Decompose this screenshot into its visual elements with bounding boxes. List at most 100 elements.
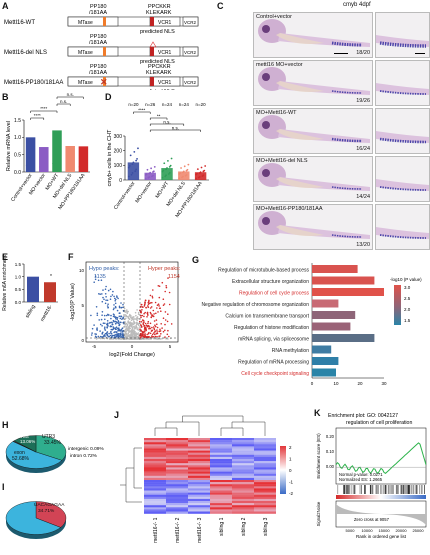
go-bar (312, 368, 336, 377)
volcano-point (102, 335, 104, 338)
heatmap-cell (188, 438, 210, 441)
volcano-point (148, 326, 151, 328)
volcano-point (109, 288, 112, 291)
heatmap-cell (210, 467, 232, 470)
heatmap-cell (144, 461, 166, 464)
zero-cross-label: Zero cross at 9057 (354, 517, 390, 522)
volcano-point (118, 315, 121, 318)
bar (78, 146, 89, 172)
heatmap-cell (232, 482, 254, 485)
heatmap-cell (188, 503, 210, 506)
data-point (167, 173, 170, 175)
volcano-point (97, 279, 100, 282)
rank-strip (336, 495, 426, 499)
volcano-point (99, 337, 102, 340)
volcano-point (148, 327, 150, 330)
volcano-point (121, 327, 124, 329)
scale-tick-label: -2 (289, 491, 293, 496)
volcano-point (116, 338, 118, 340)
cht-staining (331, 186, 363, 190)
go-bar (312, 276, 375, 285)
heatmap-cell (232, 496, 254, 500)
heatmap-cell (254, 442, 276, 445)
volcano-point (112, 338, 115, 340)
volcano-point (139, 306, 142, 308)
heatmap-cell (144, 503, 166, 506)
mtase-domain (67, 46, 119, 57)
volcano-point (110, 325, 113, 328)
data-point (180, 167, 182, 169)
heatmap-cell (144, 488, 166, 491)
heatmap-cell (166, 452, 188, 455)
hyper-count: 1154 (168, 274, 180, 280)
heatmap-cell (210, 473, 232, 476)
y-axis-label: Relative mRNA level (6, 121, 12, 171)
heatmap-cell (232, 440, 254, 443)
nls-seq-label-2: KLEKARK (146, 10, 172, 16)
volcano-point (146, 333, 148, 336)
heatmap-cell (254, 467, 276, 470)
volcano-point (132, 326, 134, 328)
volcano-point (144, 334, 146, 337)
mtase-domain (67, 16, 119, 27)
pie-label-tss: TSS (20, 434, 29, 439)
volcano-point (110, 317, 112, 320)
heatmap-cell (210, 452, 232, 455)
embryo-yolk (276, 129, 324, 140)
volcano-point (114, 320, 117, 323)
heatmap-cell (188, 507, 210, 510)
volcano-point (128, 326, 131, 328)
n-label: n=24 (179, 102, 190, 107)
data-point (204, 165, 207, 167)
panel-g-letter: G (192, 255, 200, 265)
volcano-point (144, 336, 146, 338)
volcano-point (156, 329, 158, 331)
n-label: n=20 (196, 102, 207, 107)
volcano-point (140, 311, 142, 314)
y-tick-label: 1.0 (15, 274, 22, 279)
heatmap-cell (188, 473, 210, 476)
volcano-point (135, 314, 137, 317)
volcano-point (138, 322, 140, 324)
volcano-point (105, 296, 107, 298)
data-point (130, 173, 133, 176)
volcano-point (140, 303, 143, 306)
heatmap-cell (210, 469, 232, 472)
heatmap-cell (210, 471, 232, 474)
x-tick-label: 10 (333, 381, 339, 386)
volcano-point (151, 326, 153, 329)
heatmap-cell (144, 471, 166, 474)
data-point (147, 176, 150, 179)
volcano-point (124, 315, 126, 318)
volcano-point (115, 331, 118, 333)
volcano-point (156, 323, 158, 325)
y-tick-label: 0.5 (14, 152, 21, 158)
bar (127, 162, 140, 180)
volcano-point (110, 314, 112, 317)
volcano-point (93, 324, 95, 326)
y-tick-label: 0.5 (15, 287, 22, 292)
es-plot-frame (335, 427, 427, 485)
volcano-point (106, 320, 109, 322)
panel-k: K Enrichment plot: GO: 0042127 regulation… (312, 408, 430, 550)
sig-label: ** (157, 114, 161, 119)
embryo-image-main: mettl16 MO+vector 19/26 (253, 60, 373, 106)
volcano-point (145, 306, 147, 309)
heatmap-cell (188, 467, 210, 470)
heatmap-cell (232, 459, 254, 462)
data-point (84, 155, 87, 158)
embryo-eye (262, 121, 270, 129)
heatmap-cell (210, 507, 232, 510)
vcr2-domain (182, 76, 199, 87)
bar (44, 282, 56, 302)
legend-colorbar (394, 285, 401, 325)
cht-staining (331, 234, 363, 238)
zoom-cht-staining (379, 90, 427, 95)
data-point (78, 165, 81, 168)
embryo-image-zoom (375, 12, 430, 58)
sig-label: **** (138, 108, 145, 113)
embryo-image-zoom (375, 60, 430, 106)
heatmap-cell (144, 507, 166, 510)
data-point (39, 166, 41, 168)
data-point (127, 166, 130, 169)
